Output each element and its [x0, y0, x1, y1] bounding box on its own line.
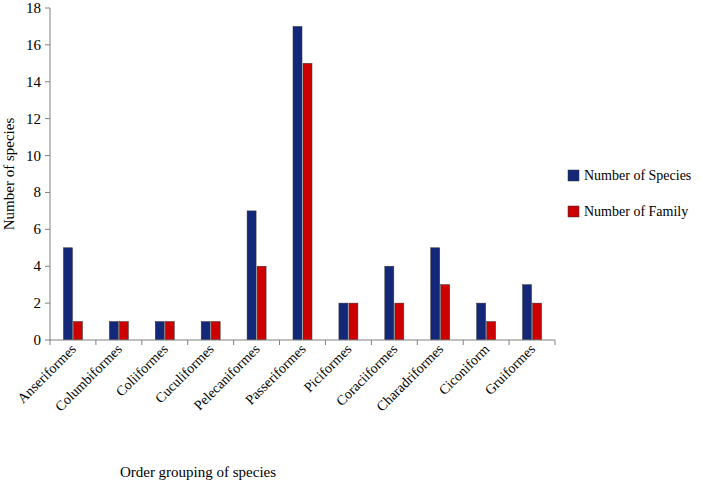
- bar: [63, 248, 72, 340]
- bar: [533, 303, 542, 340]
- y-tick-label: 2: [34, 295, 42, 311]
- y-axis-line: [50, 8, 51, 340]
- y-tick-label: 4: [34, 258, 42, 274]
- y-tick: [45, 340, 50, 341]
- y-tick-label: 8: [34, 184, 42, 200]
- x-tick: [417, 340, 418, 345]
- legend-label: Number of Family: [584, 204, 688, 219]
- bar: [211, 322, 220, 340]
- x-tick: [463, 340, 464, 345]
- x-tick-label: Columbiformes: [52, 342, 125, 415]
- bar: [109, 322, 118, 340]
- legend-swatch: [568, 206, 579, 217]
- y-tick: [45, 81, 50, 82]
- bar: [385, 266, 394, 340]
- legend-swatch: [568, 170, 579, 181]
- y-tick-label: 0: [34, 332, 42, 348]
- bar: [247, 211, 256, 340]
- y-tick: [45, 192, 50, 193]
- y-tick-label: 6: [34, 221, 42, 237]
- bar: [155, 322, 164, 340]
- x-tick-label: Gruiformes: [482, 342, 538, 398]
- bar: [73, 322, 82, 340]
- x-tick: [187, 340, 188, 345]
- x-tick: [233, 340, 234, 345]
- y-tick: [45, 155, 50, 156]
- bar: [395, 303, 404, 340]
- x-tick-label: Charadriformes: [374, 342, 447, 415]
- bar: [349, 303, 358, 340]
- x-tick: [50, 340, 51, 345]
- y-tick: [45, 8, 50, 9]
- x-axis-line: [50, 340, 555, 341]
- x-tick: [555, 340, 556, 345]
- bar: [119, 322, 128, 340]
- x-axis-title: Order grouping of species: [120, 464, 276, 480]
- y-tick-label: 18: [26, 0, 41, 16]
- y-tick: [45, 266, 50, 267]
- bar: [523, 285, 532, 340]
- bar: [339, 303, 348, 340]
- legend-label: Number of Species: [584, 168, 691, 183]
- bar: [487, 322, 496, 340]
- y-tick: [45, 118, 50, 119]
- bar: [293, 26, 302, 340]
- y-tick: [45, 303, 50, 304]
- y-tick: [45, 44, 50, 45]
- y-axis-title: Number of species: [1, 118, 17, 231]
- bar: [201, 322, 210, 340]
- chart: 024681012141618AnseriformesColumbiformes…: [0, 0, 708, 500]
- x-tick: [371, 340, 372, 345]
- x-tick: [279, 340, 280, 345]
- bar: [303, 63, 312, 340]
- legend: Number of Species Number of Family: [568, 168, 691, 219]
- y-tick-label: 12: [26, 111, 41, 127]
- x-tick: [141, 340, 142, 345]
- y-tick: [45, 229, 50, 230]
- y-tick-label: 16: [26, 37, 42, 53]
- y-tick-label: 10: [26, 148, 41, 164]
- y-tick-label: 14: [26, 74, 42, 90]
- x-tick: [325, 340, 326, 345]
- bar: [257, 266, 266, 340]
- bar: [441, 285, 450, 340]
- x-tick: [509, 340, 510, 345]
- x-tick-label: Passeriformes: [242, 342, 308, 408]
- x-tick: [95, 340, 96, 345]
- bar: [165, 322, 174, 340]
- bar: [477, 303, 486, 340]
- bar: [431, 248, 440, 340]
- bars: [63, 26, 541, 340]
